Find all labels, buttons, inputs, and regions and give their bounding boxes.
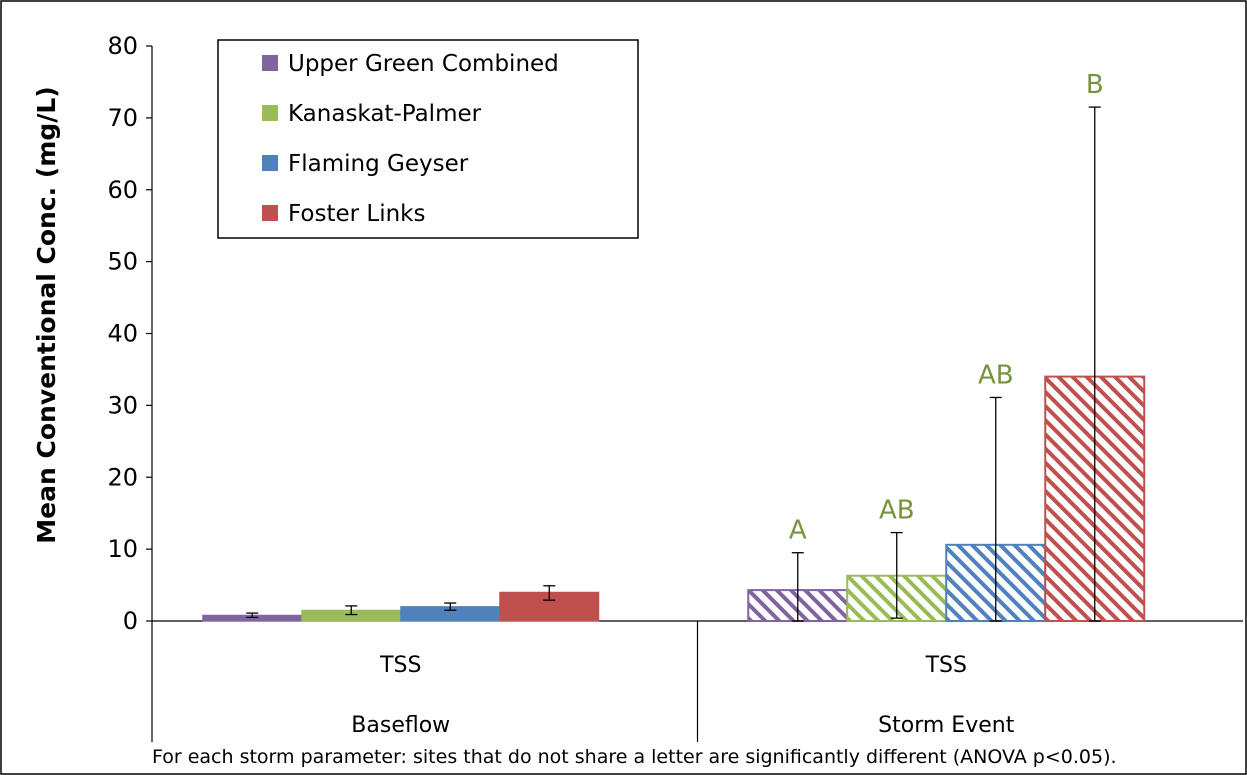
significance-label: AB — [879, 496, 915, 526]
y-tick-label: 20 — [107, 463, 138, 491]
legend-swatch — [262, 105, 278, 121]
y-tick-label: 0 — [123, 607, 138, 635]
legend-label: Foster Links — [288, 201, 425, 227]
y-tick-label: 70 — [107, 104, 138, 132]
y-tick-label: 30 — [107, 391, 138, 419]
group-label: Storm Event — [878, 713, 1015, 738]
parameter-label: TSS — [379, 653, 421, 678]
legend-swatch — [262, 155, 278, 171]
bars — [202, 375, 1146, 622]
y-axis-title: Mean Conventional Conc. (mg/L) — [32, 86, 61, 543]
parameter-label: TSS — [925, 653, 967, 678]
category-labels: TSS Baseflow TSS Storm Event — [351, 653, 1014, 738]
legend-label: Kanaskat-Palmer — [288, 101, 482, 127]
y-tick-label: 60 — [107, 176, 138, 204]
group-label: Baseflow — [351, 713, 450, 738]
axes: 0 10 20 30 40 50 60 70 80 — [107, 32, 1243, 742]
legend-label: Flaming Geyser — [288, 151, 469, 177]
error-bars — [246, 106, 1101, 622]
y-tick-label: 80 — [107, 32, 138, 60]
legend-swatch — [262, 55, 278, 71]
y-tick-label: 40 — [107, 320, 138, 348]
legend: Upper Green Combined Kanaskat-Palmer Flami… — [217, 39, 639, 239]
significance-label: A — [789, 516, 807, 546]
legend-swatch — [262, 205, 278, 221]
significance-labels: A AB AB B — [789, 70, 1104, 546]
legend-box — [217, 39, 639, 239]
significance-label: AB — [978, 360, 1014, 390]
footnote: For each storm parameter: sites that do … — [152, 746, 1117, 768]
legend-label: Upper Green Combined — [288, 51, 559, 77]
y-tick-label: 10 — [107, 535, 138, 563]
significance-label: B — [1086, 70, 1104, 100]
y-tick-label: 50 — [107, 248, 138, 276]
